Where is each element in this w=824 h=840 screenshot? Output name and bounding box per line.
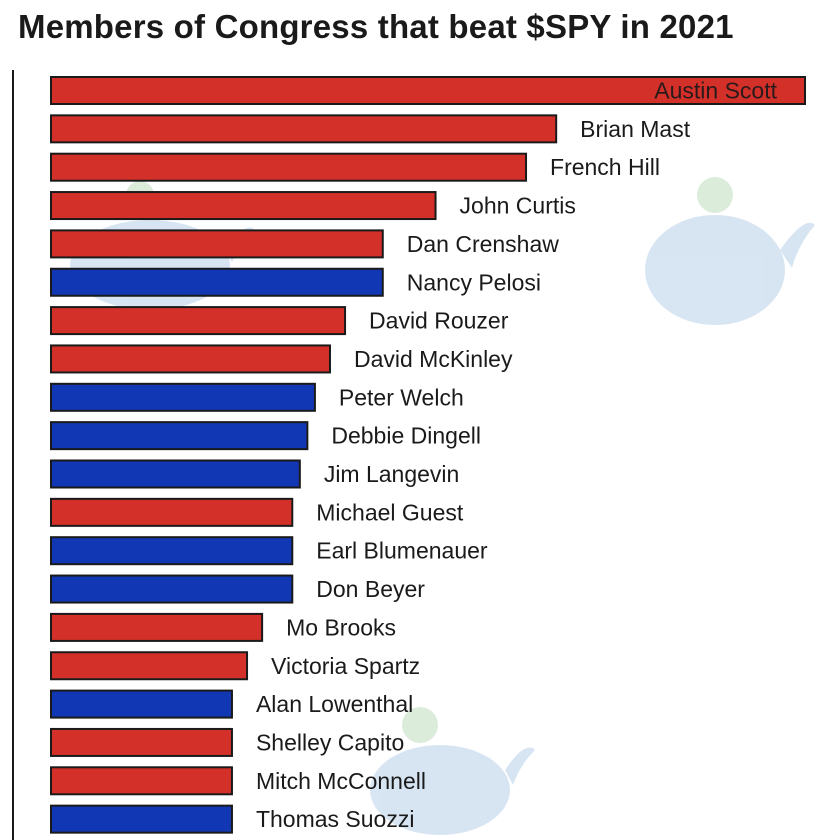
bar-label: Nancy Pelosi [407,269,541,295]
bar-label: Austin Scott [654,78,777,104]
bar-label: French Hill [550,154,660,180]
bar [50,689,233,719]
bar-label: David McKinley [354,346,513,372]
bar-label: Don Beyer [316,576,425,602]
whale-watermark-icon [370,707,535,835]
bar [50,651,249,681]
bar-label: Peter Welch [339,384,464,410]
chart-title: Members of Congress that beat $SPY in 20… [18,8,734,45]
bar [50,191,437,221]
bar [50,497,294,527]
bar-label: Thomas Suozzi [256,806,415,832]
bar [50,574,294,604]
bar [50,382,316,412]
bar-label: Dan Crenshaw [407,231,560,257]
bar [50,727,233,757]
bar-label: Jim Langevin [324,461,460,487]
bar-label: Mitch McConnell [256,768,426,794]
bar-label: Earl Blumenauer [316,538,488,564]
whale-watermark-icon [645,177,815,325]
bar [50,804,233,834]
bar-label: Mo Brooks [286,614,396,640]
bar [50,459,301,489]
bar-label: Victoria Spartz [271,653,420,679]
bar [50,766,233,796]
bar [50,267,384,297]
bar [50,344,331,374]
bar-label: Debbie Dingell [331,423,481,449]
bar [50,76,806,105]
bar [50,152,528,182]
bar-label: Brian Mast [580,116,691,142]
bar-label: Shelley Capito [256,729,404,755]
bar [50,612,264,642]
bar [50,114,558,144]
bar [50,421,309,451]
bar-label: John Curtis [460,193,576,219]
bar [50,306,347,336]
bar-label: Michael Guest [316,499,464,525]
bar [50,536,294,566]
bar-label: Alan Lowenthal [256,691,413,717]
bar-label: David Rouzer [369,308,509,334]
bar [50,229,384,259]
